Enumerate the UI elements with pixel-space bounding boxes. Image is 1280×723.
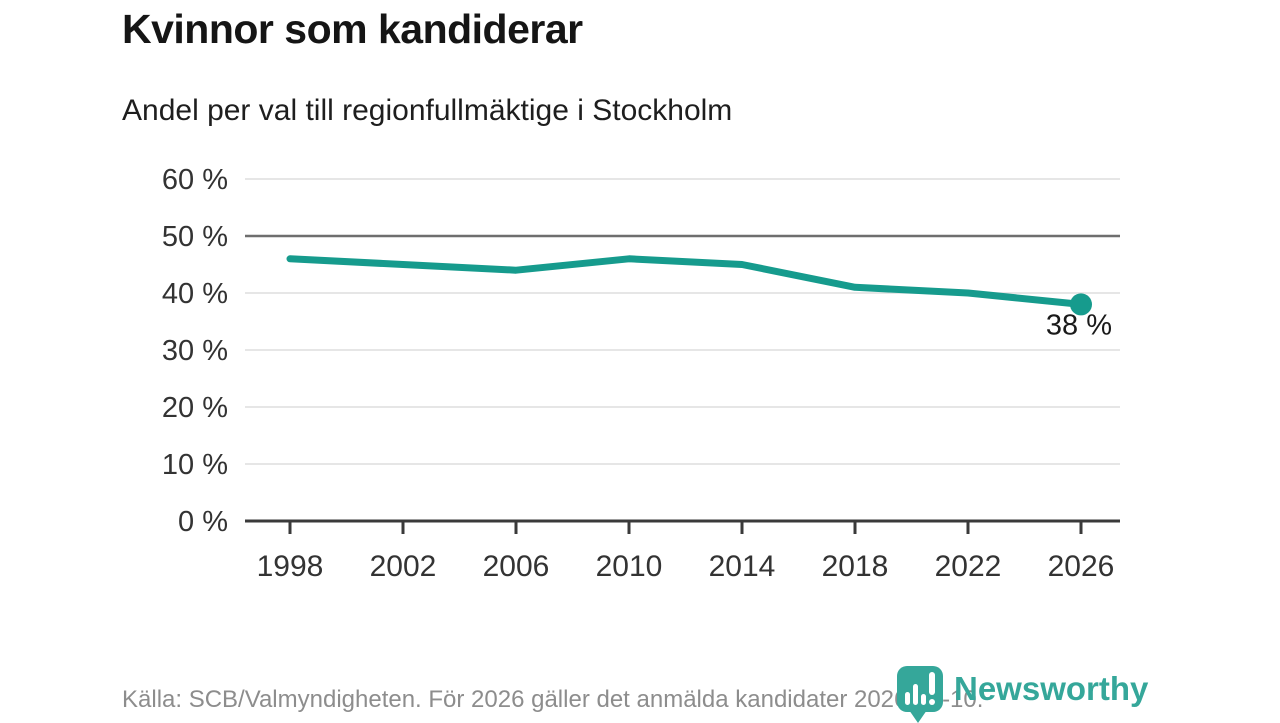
y-tick-label: 30 % bbox=[162, 335, 228, 367]
brand-name: Newsworthy bbox=[954, 670, 1149, 707]
end-point-label: 38 % bbox=[1046, 309, 1112, 341]
newsworthy-logo: Newsworthy bbox=[897, 664, 1149, 723]
logo-bubble bbox=[897, 666, 943, 712]
x-tick-label: 2022 bbox=[935, 550, 1002, 583]
x-tick-label: 2026 bbox=[1048, 550, 1115, 583]
end-point-marker bbox=[1070, 293, 1092, 316]
line-chart-canvas: 0 % 10 % 20 % 30 % 40 % 50 % 60 % 1998 2002 2006… bbox=[162, 164, 1120, 583]
x-tick-label: 2018 bbox=[822, 550, 889, 583]
chart-title: Kvinnor som kandiderar bbox=[122, 6, 583, 52]
x-tick-label: 2006 bbox=[483, 550, 550, 583]
y-tick-label: 10 % bbox=[162, 449, 228, 481]
source-note: Källa: SCB/Valmyndigheten. För 2026 gäll… bbox=[122, 686, 984, 713]
y-tick-label: 20 % bbox=[162, 392, 228, 424]
logo-bar-icon bbox=[921, 694, 926, 705]
y-tick-label: 50 % bbox=[162, 221, 228, 253]
x-tick-label: 2014 bbox=[709, 550, 776, 583]
x-axis: 1998 2002 2006 2010 2014 2018 2022 2026 bbox=[257, 521, 1115, 583]
logo-bar-icon bbox=[905, 692, 910, 705]
logo-exclamation-dot-icon bbox=[929, 699, 935, 705]
x-tick-label: 2002 bbox=[370, 550, 437, 583]
data-series: 38 % bbox=[286, 255, 1112, 341]
y-tick-label: 0 % bbox=[178, 506, 228, 538]
newsworthy-bubble-chart-icon bbox=[897, 664, 945, 723]
chart-subtitle: Andel per val till regionfullmäktige i S… bbox=[122, 94, 733, 127]
logo-bar-icon bbox=[913, 684, 918, 705]
gridlines bbox=[245, 178, 1120, 523]
y-axis-labels: 0 % 10 % 20 % 30 % 40 % 50 % 60 % bbox=[162, 164, 228, 538]
y-tick-label: 40 % bbox=[162, 278, 228, 310]
logo-bubble-tail bbox=[909, 710, 927, 723]
y-tick-label: 60 % bbox=[162, 164, 228, 196]
x-tick-label: 1998 bbox=[257, 550, 324, 583]
logo-exclamation-icon bbox=[929, 672, 935, 695]
series-line bbox=[286, 255, 1085, 308]
x-tick-label: 2010 bbox=[596, 550, 663, 583]
